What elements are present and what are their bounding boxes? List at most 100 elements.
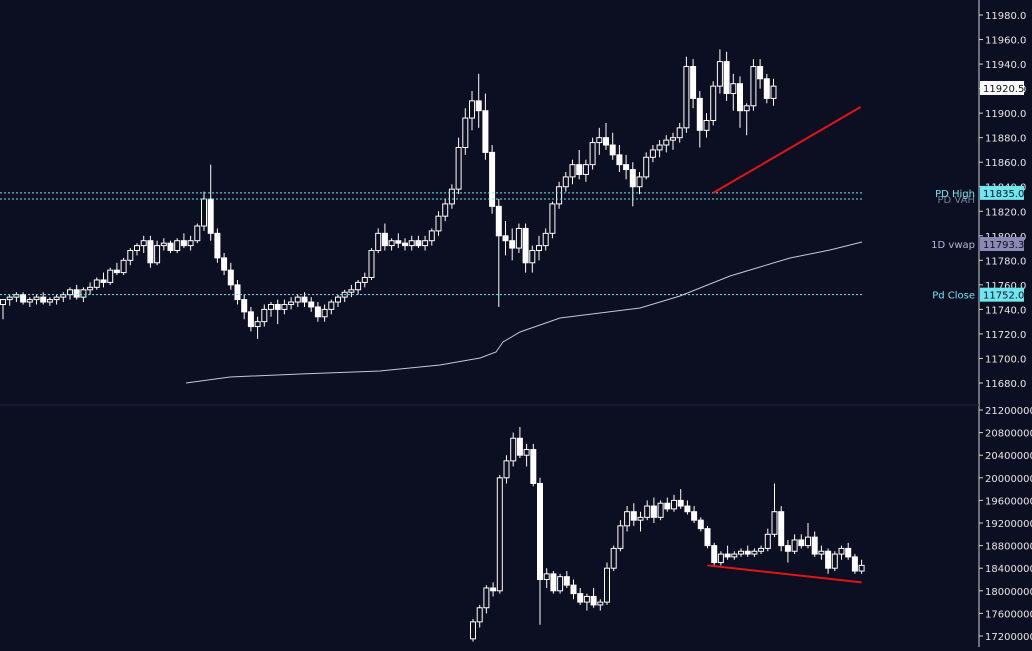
indicator-candle[interactable] [704,528,711,547]
price-candle[interactable] [201,198,207,227]
indicator-candle[interactable] [784,545,791,552]
price-candle[interactable] [254,321,261,328]
price-candle[interactable] [402,242,408,247]
price-candle[interactable] [301,296,308,303]
indicator-candle[interactable] [731,553,738,558]
indicator-candle[interactable] [597,601,604,606]
price-candle[interactable] [462,117,469,148]
price-candle[interactable] [408,240,415,247]
indicator-pane[interactable] [470,426,865,642]
indicator-candle[interactable] [624,511,631,527]
price-candle[interactable] [743,105,750,112]
indicator-candle[interactable] [825,550,832,569]
price-candle[interactable] [542,232,549,247]
price-candle[interactable] [495,205,502,237]
price-candle[interactable] [649,149,656,158]
price-candle[interactable] [502,235,509,242]
price-candle[interactable] [636,176,643,188]
price-candle[interactable] [140,240,147,247]
price-candle[interactable] [227,269,234,286]
price-candle[interactable] [80,289,87,298]
price-candle[interactable] [629,169,636,188]
price-candle[interactable] [448,188,455,205]
indicator-candle[interactable] [831,553,838,569]
indicator-candle[interactable] [811,536,818,555]
indicator-candle[interactable] [537,482,543,581]
indicator-candle[interactable] [490,587,497,592]
price-candle[interactable] [335,296,341,303]
indicator-trendline[interactable] [707,564,862,584]
price-candle[interactable] [670,137,676,141]
price-candle[interactable] [375,232,382,252]
price-candle[interactable] [562,176,569,188]
indicator-candle[interactable] [657,502,664,518]
price-candle[interactable] [482,110,489,153]
price-candle[interactable] [180,240,187,247]
price-candle[interactable] [207,198,214,234]
price-candle[interactable] [120,259,127,274]
price-candle[interactable] [107,269,114,283]
price-candle[interactable] [381,232,388,247]
price-candle[interactable] [763,78,770,99]
indicator-candle[interactable] [771,511,778,535]
price-candle[interactable] [730,83,737,95]
price-candle[interactable] [428,230,435,242]
indicator-candle[interactable] [583,595,590,603]
indicator-candle[interactable] [851,556,858,572]
price-candle[interactable] [435,215,442,232]
price-candle[interactable] [663,139,670,146]
price-candle[interactable] [596,137,603,144]
indicator-candle[interactable] [644,505,651,518]
price-pane[interactable] [0,49,863,384]
indicator-candle[interactable] [805,536,811,547]
indicator-candle[interactable] [503,460,510,479]
price-candle[interactable] [703,119,710,131]
price-candle[interactable] [268,303,274,310]
price-candle[interactable] [174,240,181,252]
price-candle[interactable] [388,240,395,247]
price-candle[interactable] [355,281,362,291]
price-candle[interactable] [20,294,27,303]
indicator-candle[interactable] [758,547,765,552]
price-candle[interactable] [656,144,663,151]
price-candle[interactable] [556,186,563,205]
indicator-candle[interactable] [738,550,744,555]
indicator-candle[interactable] [610,547,617,569]
indicator-candle[interactable] [724,553,731,558]
indicator-candle[interactable] [523,449,530,456]
price-candle[interactable] [113,269,120,274]
indicator-candle[interactable] [476,607,483,623]
indicator-candle[interactable] [751,550,758,555]
price-candle[interactable] [690,66,697,99]
indicator-candle[interactable] [543,573,550,580]
indicator-candle[interactable] [650,505,657,518]
indicator-candle[interactable] [778,511,785,547]
price-candle[interactable] [308,301,315,308]
price-candle[interactable] [73,289,80,298]
indicator-candle[interactable] [791,539,798,552]
price-candle[interactable] [294,296,301,303]
price-candle[interactable] [676,127,683,139]
price-candle[interactable] [710,85,717,121]
price-candle[interactable] [368,250,375,279]
price-candle[interactable] [187,240,194,247]
indicator-candle[interactable] [717,553,724,564]
price-candle[interactable] [603,137,609,146]
price-candle[interactable] [134,245,140,252]
indicator-candle[interactable] [510,437,517,462]
price-candle[interactable] [167,242,174,252]
indicator-candle[interactable] [818,550,825,555]
price-candle[interactable] [422,240,429,247]
price-candle[interactable] [247,311,254,328]
indicator-candle[interactable] [530,449,537,484]
indicator-candle[interactable] [744,550,751,555]
price-candle[interactable] [549,203,556,234]
price-candle[interactable] [281,303,288,310]
price-candle[interactable] [321,308,328,318]
indicator-candle[interactable] [858,564,865,572]
price-trendline[interactable] [712,106,862,194]
indicator-candle[interactable] [516,437,523,456]
price-candle[interactable] [160,242,167,247]
price-candle[interactable] [147,240,154,264]
